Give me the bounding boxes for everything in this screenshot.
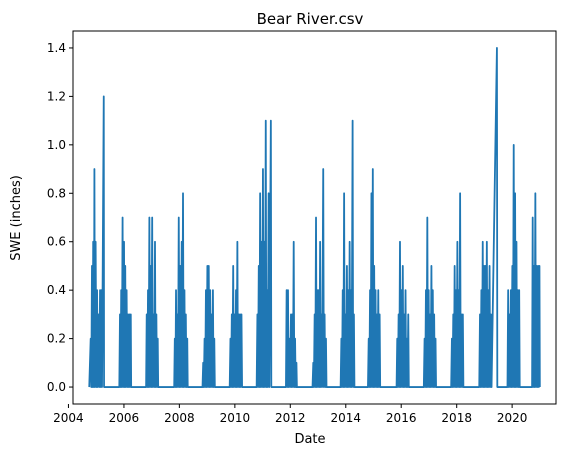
y-axis-label: SWE (inches) (9, 175, 24, 261)
y-tick-label: 0.4 (47, 283, 66, 297)
y-tick-label: 1.2 (47, 89, 66, 103)
x-tick-label: 2010 (220, 411, 251, 425)
x-tick-label: 2012 (275, 411, 306, 425)
x-axis-label: Date (294, 432, 325, 447)
plot-area (89, 48, 540, 387)
x-tick-label: 2006 (109, 411, 140, 425)
y-tick-label: 1.0 (47, 138, 66, 152)
y-tick-label: 0.2 (47, 332, 66, 346)
y-axis: 0.0 0.2 0.4 0.6 0.8 1.0 1.2 1.4 (47, 41, 73, 394)
x-tick-label: 2004 (53, 411, 84, 425)
swe-series-line-0 (89, 48, 540, 387)
y-tick-label: 0.8 (47, 186, 66, 200)
x-tick-label: 2016 (386, 411, 417, 425)
y-tick-label: 0.0 (47, 380, 66, 394)
y-tick-label: 1.4 (47, 41, 66, 55)
x-tick-label: 2008 (164, 411, 195, 425)
x-tick-label: 2020 (497, 411, 528, 425)
y-tick-label: 0.6 (47, 235, 66, 249)
chart-title: Bear River.csv (257, 10, 364, 28)
x-axis: 2004 2006 2008 2010 2012 2014 2016 2018 2020 (53, 404, 527, 425)
x-tick-label: 2018 (441, 411, 472, 425)
x-tick-label: 2014 (331, 411, 362, 425)
